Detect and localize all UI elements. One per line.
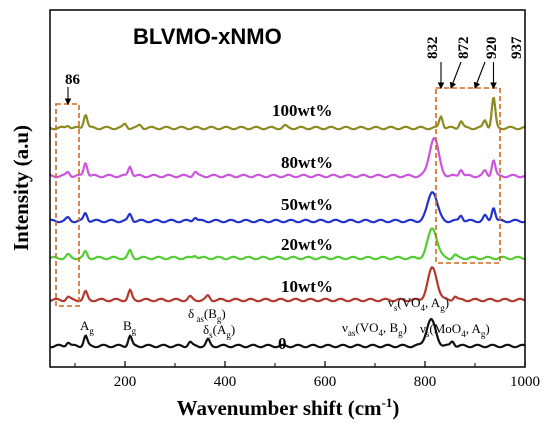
x-tick-label-3: 800: [414, 374, 437, 390]
mode-label-ag: Ag: [80, 318, 94, 336]
highlight-box-832-937: [435, 87, 501, 264]
series-line-1: [49, 265, 526, 303]
x-tick-label-0: 200: [114, 374, 137, 390]
series-line-3: [49, 191, 526, 224]
series-line-2: [49, 227, 526, 261]
highlight-box-86: [55, 103, 80, 307]
x-axis-title: Wavenumber shift (cm-1): [177, 395, 400, 420]
mode-label-bg: Bg: [123, 318, 137, 336]
plot-frame: [49, 9, 526, 368]
x-tick-label-2: 600: [314, 374, 337, 390]
peak-label-872: 872: [456, 37, 472, 60]
series-label-20wt: 20wt%: [281, 235, 333, 254]
peak-label-832: 832: [425, 37, 441, 60]
spectra-group: [49, 96, 526, 349]
mode-label-ds: δs(Ag): [203, 322, 235, 340]
series-label-80wt: 80wt%: [281, 153, 333, 172]
peak-arrow-3: [473, 61, 486, 90]
peak-label-937: 937: [509, 36, 525, 59]
x-axis-ticks: 200 400 600 800 1000: [74, 361, 540, 390]
series-label-0: 0: [278, 334, 287, 353]
x-tick-label-1: 400: [214, 374, 237, 390]
series-line-5: [49, 96, 526, 131]
x-tick-label-4: 1000: [510, 374, 540, 390]
mode-label-das: δ as(Bg): [188, 306, 226, 324]
peak-label-920: 920: [484, 37, 500, 60]
mode-label-vas: νas(VO4, Bg): [342, 320, 407, 338]
series-label-50wt: 50wt%: [281, 195, 333, 214]
series-label-10wt: 10wt%: [281, 277, 333, 296]
chart-title: BLVMO-xNMO: [133, 24, 282, 49]
series-line-0: [49, 317, 526, 349]
highlight-boxes: [55, 87, 501, 307]
peak-arrow-2: [449, 61, 462, 90]
peak-arrows: [64, 61, 497, 106]
y-axis-title: Intensity (a.u): [9, 125, 33, 251]
series-line-4: [49, 136, 526, 179]
mode-label-vs-vo4: νs(VO4, Ag): [388, 295, 449, 313]
peak-label-86: 86: [65, 72, 81, 88]
mode-label-vs-moo4: νs(MoO4, Ag): [420, 321, 490, 339]
series-label-100wt: 100wt%: [272, 101, 332, 120]
